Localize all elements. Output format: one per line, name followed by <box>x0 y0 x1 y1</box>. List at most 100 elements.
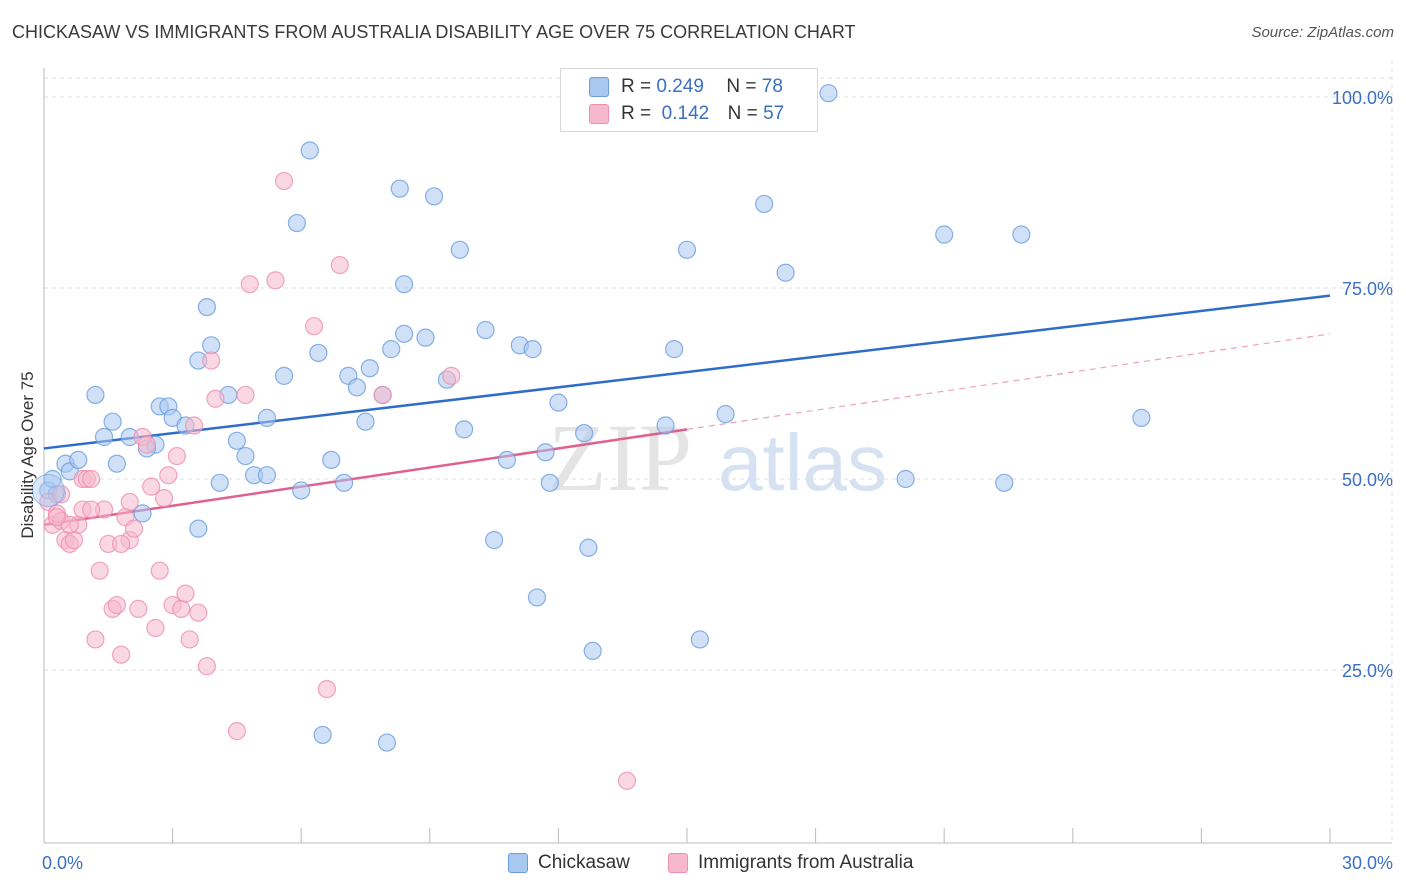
chickasaw-point <box>300 141 319 160</box>
chickasaw-point <box>107 454 126 473</box>
immigrants-point <box>112 645 131 664</box>
chickasaw-point <box>896 469 915 489</box>
chickasaw-point <box>523 340 542 359</box>
legend-swatch-immigrants <box>589 104 609 124</box>
immigrants-point <box>159 466 178 485</box>
y-tick-label: 100.0% <box>1332 88 1393 108</box>
legend-row-immigrants: R = 0.142 N = 57 <box>589 103 784 125</box>
chickasaw-point <box>189 519 208 538</box>
immigrants-point <box>442 366 461 385</box>
chickasaw-point <box>424 187 444 206</box>
chickasaw-point <box>450 240 469 259</box>
legend-r-label: R = <box>621 103 652 124</box>
chickasaw-point <box>360 359 379 378</box>
chickasaw-point <box>677 240 697 259</box>
immigrants-point <box>112 534 131 554</box>
chickasaw-point <box>322 450 341 469</box>
immigrants-point <box>124 519 144 538</box>
tick-labels: 25.0% 50.0% 75.0% 100.0% 0.0% 30.0% <box>42 88 1393 873</box>
x-tick-label-start: 0.0% <box>42 853 83 873</box>
legend-swatch-chickasaw <box>589 77 609 97</box>
chickasaw-point <box>382 340 401 359</box>
immigrants-point <box>197 657 216 676</box>
chickasaw-point <box>274 366 294 385</box>
immigrants-point <box>137 435 156 454</box>
legend-r-value: 0.249 <box>656 76 704 97</box>
immigrants-point <box>129 599 148 618</box>
immigrants-point <box>617 771 637 790</box>
chickasaw-point <box>356 412 375 431</box>
bottom-legend-immigrants: Immigrants from Australia <box>668 852 913 874</box>
immigrants-point <box>274 171 294 191</box>
chickasaw-point <box>334 473 354 492</box>
watermark: ZIP atlas <box>548 404 887 511</box>
axes <box>43 68 1392 844</box>
chickasaw-point <box>133 504 152 523</box>
legend-row-chickasaw: R = 0.249 N = 78 <box>589 76 783 98</box>
immigrants-point <box>189 603 208 622</box>
chickasaw-point <box>527 588 547 607</box>
chickasaw-point <box>394 275 414 294</box>
legend-box: R = 0.249 N = 78 R = 0.142 N = 57 <box>560 68 818 132</box>
immigrants-point <box>317 679 337 699</box>
chickasaw-point <box>390 179 409 198</box>
immigrants-point <box>206 389 225 408</box>
immigrants-point <box>64 531 84 550</box>
chickasaw-point <box>309 343 328 363</box>
chickasaw-point <box>690 630 709 649</box>
chickasaw-point <box>716 404 735 424</box>
bottom-legend-swatch-chickasaw <box>508 853 528 873</box>
immigrants-point <box>150 561 169 580</box>
immigrants-point <box>90 561 109 580</box>
legend-n-label: N = <box>726 76 757 97</box>
chickasaw-point <box>416 328 435 347</box>
legend-n-value: 57 <box>763 103 785 124</box>
immigrants-point <box>154 489 174 508</box>
chickasaw-point <box>755 194 774 214</box>
immigrants-point <box>176 584 195 603</box>
chickasaw-point <box>236 446 255 466</box>
chickasaw-point <box>497 450 517 469</box>
chickasaw-point <box>394 324 414 343</box>
chickasaw-point <box>347 378 367 397</box>
chickasaw-point <box>536 443 555 462</box>
immigrants-point <box>107 595 126 615</box>
chickasaw-point <box>1132 408 1151 427</box>
chickasaw-point <box>202 336 221 355</box>
immigrants-point <box>120 492 139 512</box>
chickasaw-point <box>287 213 307 233</box>
trend-lines <box>43 294 1331 527</box>
chickasaw-point-large <box>31 473 65 507</box>
chickasaw-point <box>257 408 277 427</box>
immigrants-point <box>373 385 392 405</box>
y-axis-label: Disability Age Over 75 <box>18 371 37 538</box>
chickasaw-point <box>540 473 559 492</box>
immigrants-point <box>167 446 186 466</box>
chickasaw-point <box>227 431 246 450</box>
legend-r-label: R = <box>621 76 652 97</box>
chickasaw-point <box>377 733 397 752</box>
immigrants-point <box>227 722 246 741</box>
immigrants-point <box>266 271 285 290</box>
chart-title: CHICKASAW VS IMMIGRANTS FROM AUSTRALIA D… <box>12 22 856 42</box>
chickasaw-point <box>485 531 504 550</box>
immigrants-point <box>146 618 165 638</box>
chickasaw-point <box>935 225 954 244</box>
chickasaw-point <box>575 424 594 443</box>
y-tick-label: 25.0% <box>1342 661 1393 681</box>
chickasaw-point <box>86 385 105 405</box>
immigrants-point <box>180 630 199 649</box>
chickasaw-point <box>1012 225 1031 244</box>
immigrants-point <box>236 385 255 405</box>
immigrants-point <box>202 351 221 370</box>
chickasaw-point <box>819 84 838 103</box>
chickasaw-point <box>292 481 311 500</box>
chickasaw-point <box>665 340 684 359</box>
chickasaw-trend-line <box>43 294 1331 450</box>
chickasaw-point <box>257 466 277 485</box>
chickasaw-point <box>210 473 229 492</box>
chickasaw-point <box>197 298 216 317</box>
chickasaw-point <box>549 393 568 412</box>
chickasaw-point <box>995 473 1014 492</box>
immigrants-point <box>82 469 101 489</box>
